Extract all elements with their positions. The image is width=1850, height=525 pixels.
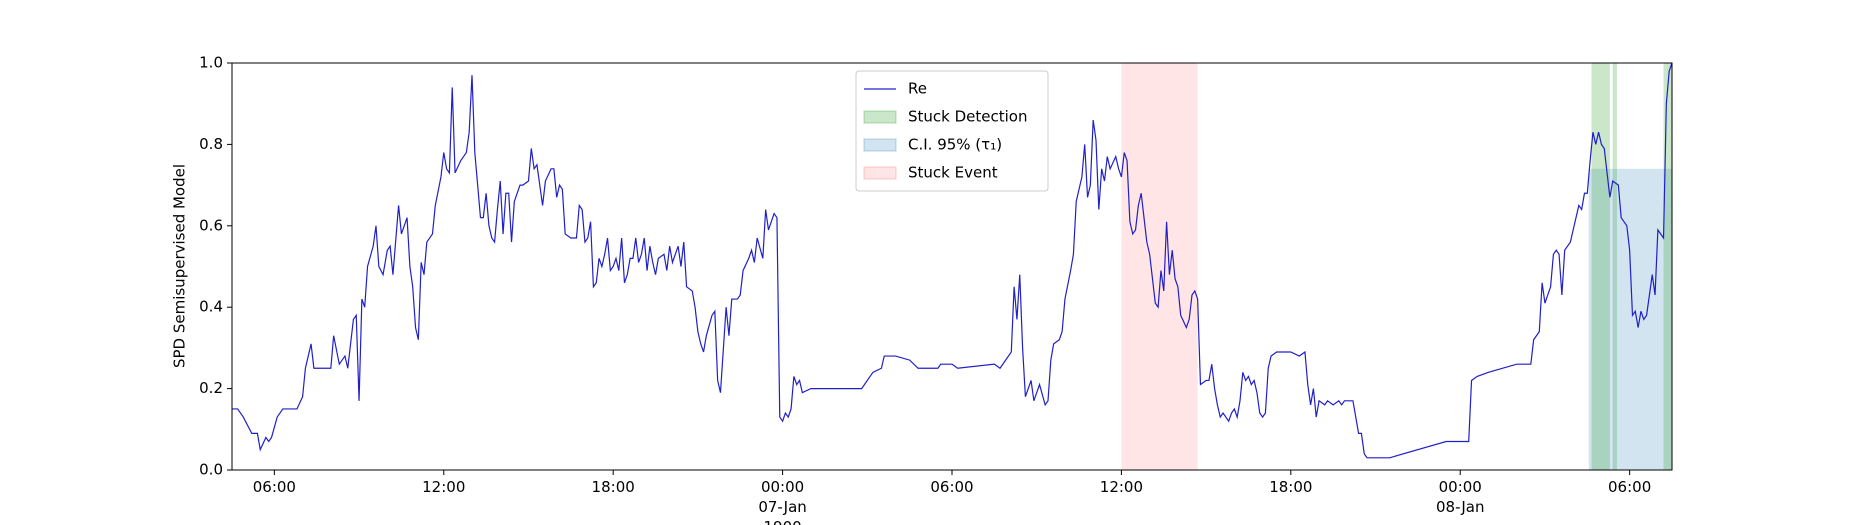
- x-tick-label: 12:00: [1100, 478, 1143, 496]
- legend-patch: [863, 138, 897, 152]
- legend-label: Re: [908, 80, 927, 98]
- legend-label: Stuck Event: [908, 164, 998, 182]
- span: [1663, 63, 1672, 470]
- x-tick-label: 06:00: [253, 478, 296, 496]
- x-tick-label: 12:00: [422, 478, 465, 496]
- x-tick-label: 06:00: [930, 478, 973, 496]
- legend-patch: [863, 110, 897, 124]
- y-tick-label: 1.0: [199, 54, 223, 72]
- legend-label: Stuck Detection: [908, 108, 1027, 126]
- y-tick-label: 0.8: [199, 135, 223, 153]
- span: [1591, 63, 1610, 470]
- y-tick-label: 0.4: [199, 298, 223, 316]
- y-tick-label: 0.6: [199, 216, 223, 234]
- data-line: [232, 62, 1673, 459]
- x-tick-label: 00:00 08-Jan: [1436, 478, 1484, 516]
- span: [1588, 168, 1672, 470]
- x-tick-label: 18:00: [592, 478, 635, 496]
- span: [1612, 63, 1617, 470]
- legend-box: [855, 70, 1049, 192]
- y-tick-label: 0.2: [199, 379, 223, 397]
- y-axis-label: SPD Semisupervised Model: [171, 164, 189, 368]
- x-tick-label: 18:00: [1269, 478, 1312, 496]
- legend-label: C.I. 95% (τ₁): [908, 136, 1002, 154]
- legend-patch: [863, 166, 897, 180]
- x-tick-label: 06:00: [1608, 478, 1651, 496]
- span: [1121, 63, 1198, 470]
- y-tick-label: 0.0: [199, 461, 223, 479]
